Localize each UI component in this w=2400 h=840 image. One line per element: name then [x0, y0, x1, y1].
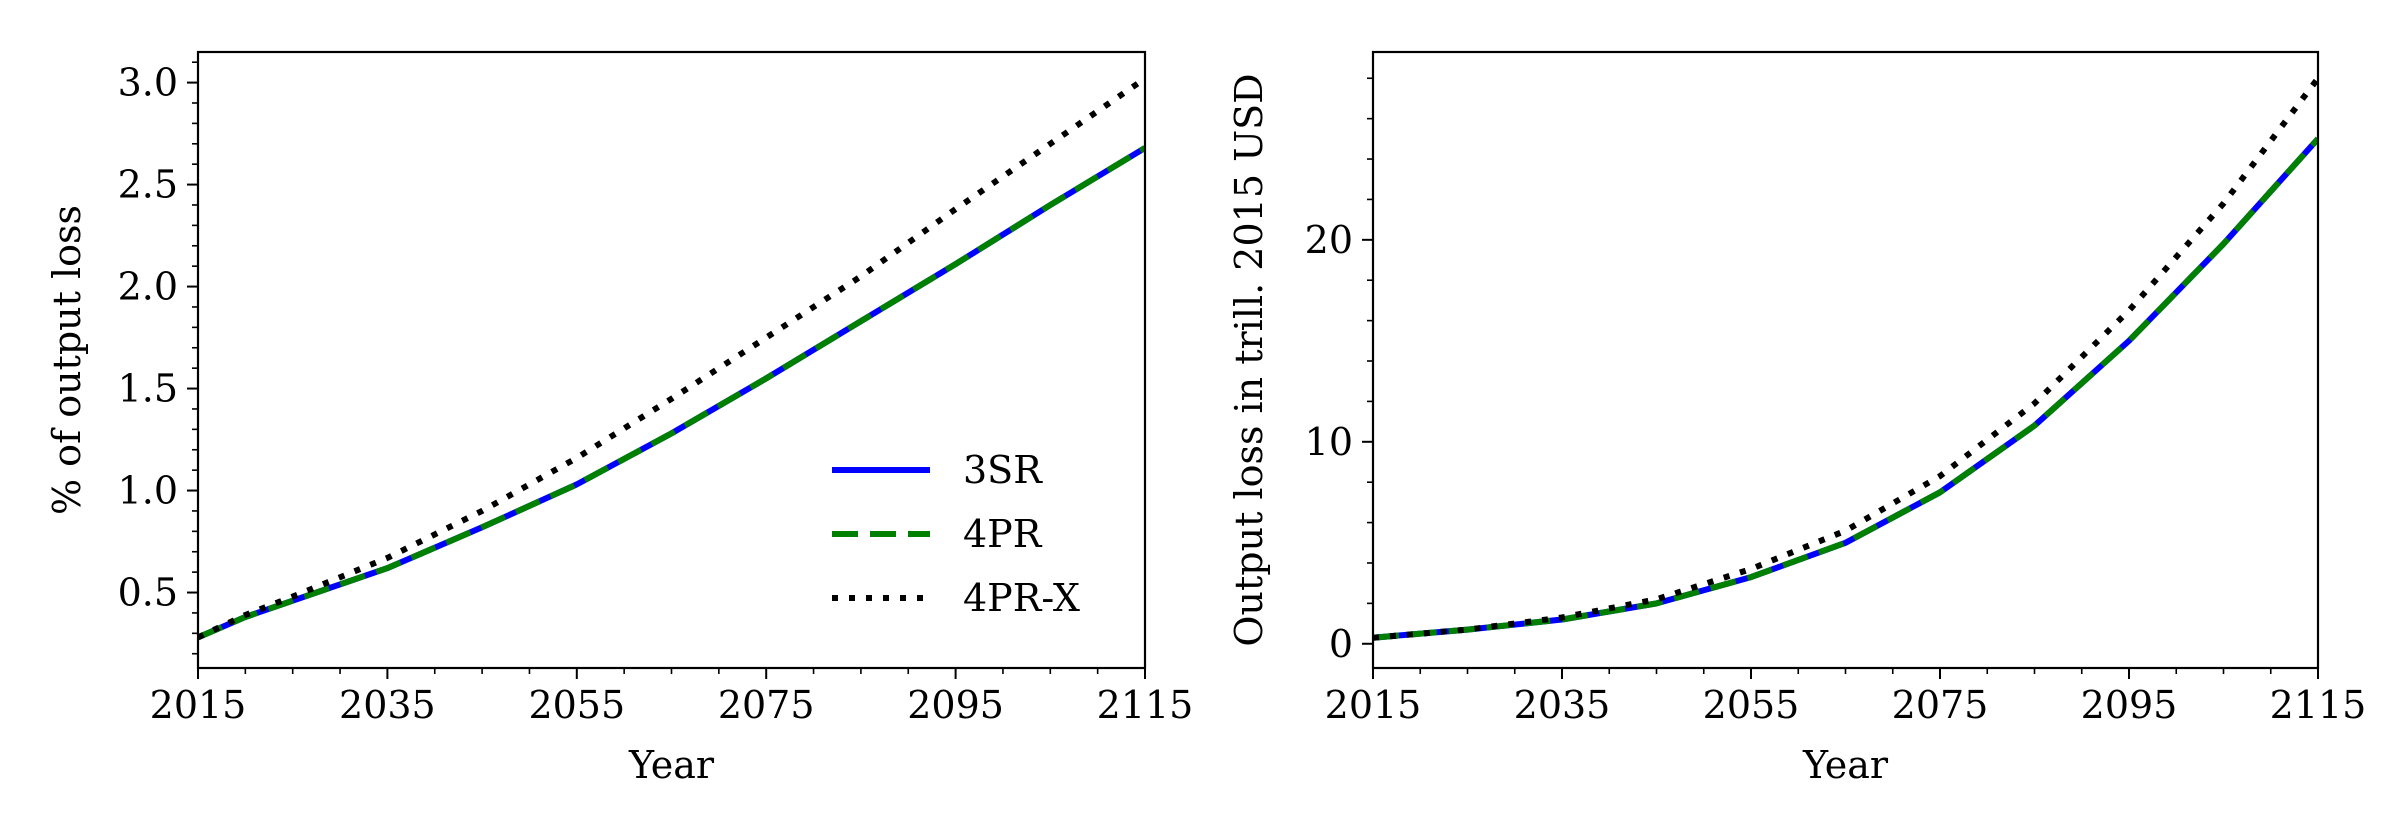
- y-tick-label: 20: [1305, 218, 1353, 262]
- x-tick-label: 2075: [718, 683, 815, 727]
- y-axis-label: Output loss in trill. 2015 USD: [1227, 73, 1271, 646]
- left-panel: 2015 2035 2055 2075 2095 2115 0.5 1.0 1.5 2.0 2.5 3…: [45, 50, 1194, 787]
- x-tick-label: 2075: [1892, 683, 1989, 727]
- x-tick-label: 2055: [528, 683, 625, 727]
- legend-label: 4PR-X: [963, 576, 1080, 620]
- series-lines: [198, 76, 1145, 641]
- series-line-4pr-x: [1373, 76, 2318, 641]
- y-axis-label: % of output loss: [45, 205, 89, 515]
- x-tick-label: 2015: [150, 683, 247, 727]
- x-axis-label: Year: [1802, 743, 1889, 787]
- y-tick-label: 1.5: [118, 367, 178, 411]
- x-tick-label: 2115: [2270, 683, 2367, 727]
- y-tick-label: 0.5: [118, 571, 178, 615]
- y-tick-label: 0: [1329, 622, 1353, 666]
- series-line-4pr: [198, 145, 1145, 641]
- x-tick-label: 2095: [907, 683, 1004, 727]
- series-lines: [1373, 76, 2318, 641]
- x-tick-label: 2035: [1514, 683, 1611, 727]
- y-tick-label: 1.0: [118, 469, 178, 513]
- legend: 3SR 4PR 4PR-X: [832, 448, 1080, 620]
- axes-frame: [1371, 50, 2320, 670]
- y-tick-label: 10: [1305, 420, 1353, 464]
- x-tick-label: 2095: [2081, 683, 2178, 727]
- x-axis-label: Year: [628, 743, 715, 787]
- legend-label: 3SR: [963, 448, 1043, 492]
- legend-label: 4PR: [963, 512, 1043, 556]
- y-tick-label: 3.0: [118, 61, 178, 105]
- x-tick-label: 2035: [339, 683, 436, 727]
- axes-frame: [196, 50, 1147, 670]
- x-tick-label: 2015: [1325, 683, 1422, 727]
- y-tick-label: 2.0: [118, 265, 178, 309]
- y-tick-label: 2.5: [118, 163, 178, 207]
- x-tick-label: 2055: [1703, 683, 1800, 727]
- x-tick-label: 2115: [1097, 683, 1194, 727]
- right-panel: 2015 2035 2055 2075 2095 2115 0 10 20 Year Output …: [1227, 50, 2367, 787]
